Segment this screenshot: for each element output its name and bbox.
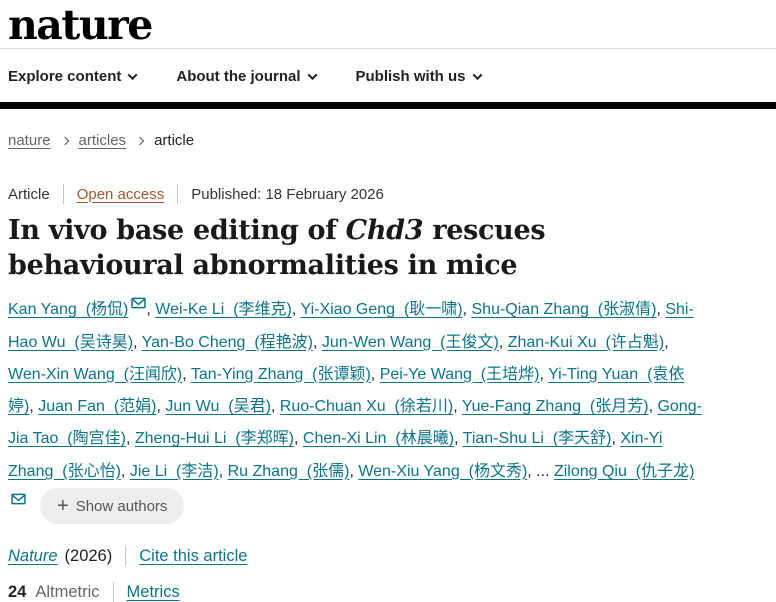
divider [62, 184, 64, 204]
author-separator: , [125, 430, 135, 448]
divider [112, 582, 114, 602]
author-separator: , [156, 398, 166, 416]
author-link[interactable]: Ruo-Chuan Xu (徐若川) [279, 398, 454, 416]
divider [177, 184, 179, 204]
citation-year: (2026) [64, 546, 113, 565]
breadcrumb: nature articles article [8, 132, 768, 149]
author-separator: , [539, 365, 549, 383]
author-separator: , [498, 333, 508, 351]
author-separator: , [462, 301, 472, 319]
author-separator: , [611, 430, 621, 448]
author-separator: , [313, 333, 322, 351]
author-link[interactable]: Jun-Wen Wang (王俊文) [321, 333, 499, 351]
author-link[interactable]: Pei-Ye Wang (王培烨) [379, 365, 540, 383]
author-link[interactable]: Ru Zhang (张儒) [227, 462, 350, 480]
author-link[interactable]: Wen-Xin Wang (汪闻欣) [8, 365, 183, 383]
author-link[interactable]: Wen-Xiu Yang (杨文秀) [358, 462, 528, 480]
author-link[interactable]: Xin-Yi Zhang (张心怡) [8, 430, 663, 480]
author-separator: , [29, 398, 39, 416]
author-separator: , [648, 398, 658, 416]
author-list: Kan Yang (杨侃), Wei-Ke Li (李维克), Yi-Xiao … [8, 294, 710, 525]
nav-about-the-journal-label: About the journal [176, 68, 301, 85]
breadcrumb-current: article [154, 132, 195, 149]
breadcrumb-articles-link[interactable]: articles [78, 132, 127, 149]
author-link[interactable]: Yan-Bo Cheng (程艳波) [141, 333, 313, 351]
author-separator: , [133, 333, 142, 351]
open-access-link[interactable]: Open access [76, 185, 165, 203]
metrics-link[interactable]: Metrics [126, 582, 180, 601]
authors-ellipsis: ... [536, 462, 554, 480]
author-link[interactable]: Yi-Ting Yuan (袁依婷) [8, 365, 685, 416]
author-link[interactable]: Jun Wu (吴君) [165, 398, 271, 416]
nav-explore-content[interactable]: Explore content [8, 68, 138, 85]
author-separator: , [454, 430, 463, 448]
site-header: nature Explore content About the journal… [0, 0, 776, 109]
author-link[interactable]: Chen-Xi Lin (林晨曦) [302, 430, 455, 448]
altmetric-label: Altmetric [35, 582, 100, 601]
main-nav: Explore content About the journal Publis… [0, 49, 776, 102]
chevron-down-icon [472, 70, 482, 81]
article-header-section: nature articles article Article Open acc… [0, 132, 776, 602]
plus-icon: + [57, 495, 69, 518]
divider [125, 546, 127, 567]
author-link[interactable]: Zheng-Hui Li (李郑晖) [134, 430, 295, 448]
author-separator: , [294, 430, 303, 448]
altmetric-score: 24 [8, 582, 27, 601]
breadcrumb-nature-link[interactable]: nature [8, 132, 51, 149]
header-black-bar [0, 102, 776, 109]
author-separator: , [120, 462, 130, 480]
article-title: In vivo base editing of Chd3 rescues beh… [8, 213, 698, 283]
author-link[interactable]: Tian-Shu Li (李天舒) [462, 430, 612, 448]
author-separator: , [527, 462, 537, 480]
author-link[interactable]: Jie Li (李洁) [129, 462, 219, 480]
chevron-right-icon [60, 136, 69, 145]
author-link[interactable]: Kan Yang (杨侃) [8, 301, 129, 319]
author-link[interactable]: Yi-Xiao Geng (耿一啸) [300, 301, 463, 319]
author-link[interactable]: Gong-Jia Tao (陶宫佳) [8, 398, 702, 448]
title-prefix: In vivo base editing of [8, 215, 346, 246]
nav-publish-with-us-label: Publish with us [355, 68, 466, 85]
chevron-right-icon [135, 136, 145, 145]
author-link[interactable]: Yue-Fang Zhang (张月芳) [461, 398, 649, 416]
metrics-row: 24 Altmetric Metrics [8, 582, 768, 602]
author-separator: , [182, 365, 191, 383]
author-link[interactable]: Shi-Hao Wu (吴诗昊) [8, 301, 694, 351]
email-envelope-icon[interactable] [11, 492, 26, 509]
author-separator: , [664, 333, 669, 351]
show-authors-label: Show authors [75, 497, 168, 515]
author-link[interactable]: Tan-Ying Zhang (张谭颖) [190, 365, 371, 383]
nav-about-the-journal[interactable]: About the journal [176, 68, 317, 85]
chevron-down-icon [127, 70, 138, 81]
nature-logo[interactable]: nature [8, 1, 153, 49]
nav-publish-with-us[interactable]: Publish with us [355, 68, 482, 85]
citation-row: Nature (2026) Cite this article [8, 546, 768, 567]
chevron-down-icon [307, 70, 317, 81]
author-link[interactable]: Zhan-Kui Xu (许占魁) [507, 333, 665, 351]
journal-link[interactable]: Nature [8, 546, 58, 565]
nav-explore-content-label: Explore content [8, 68, 122, 85]
published-date: Published: 18 February 2026 [191, 185, 384, 203]
author-link[interactable]: Shu-Qian Zhang (张淑倩) [471, 301, 657, 319]
title-gene-italic: Chd3 [345, 215, 424, 246]
title-suffix: rescues behavioural abnormalities in mic… [8, 215, 546, 282]
author-separator: , [349, 462, 359, 480]
show-authors-button[interactable]: + Show authors [40, 488, 185, 525]
author-separator: , [218, 462, 228, 480]
author-separator: , [270, 398, 280, 416]
author-separator: , [453, 398, 462, 416]
article-meta: Article Open access Published: 18 Februa… [8, 184, 768, 204]
author-separator: , [656, 301, 666, 319]
article-type-label: Article [8, 185, 50, 203]
author-separator: , [370, 365, 380, 383]
header-divider [0, 48, 776, 49]
author-link[interactable]: Wei-Ke Li (李维克) [155, 301, 292, 319]
email-envelope-icon[interactable] [131, 296, 147, 313]
author-separator: , [146, 301, 156, 319]
author-separator: , [291, 301, 301, 319]
author-link[interactable]: Juan Fan (范娟) [38, 398, 157, 416]
author-link[interactable]: Zilong Qiu (仇子龙) [553, 462, 695, 480]
cite-this-article-link[interactable]: Cite this article [139, 546, 248, 565]
